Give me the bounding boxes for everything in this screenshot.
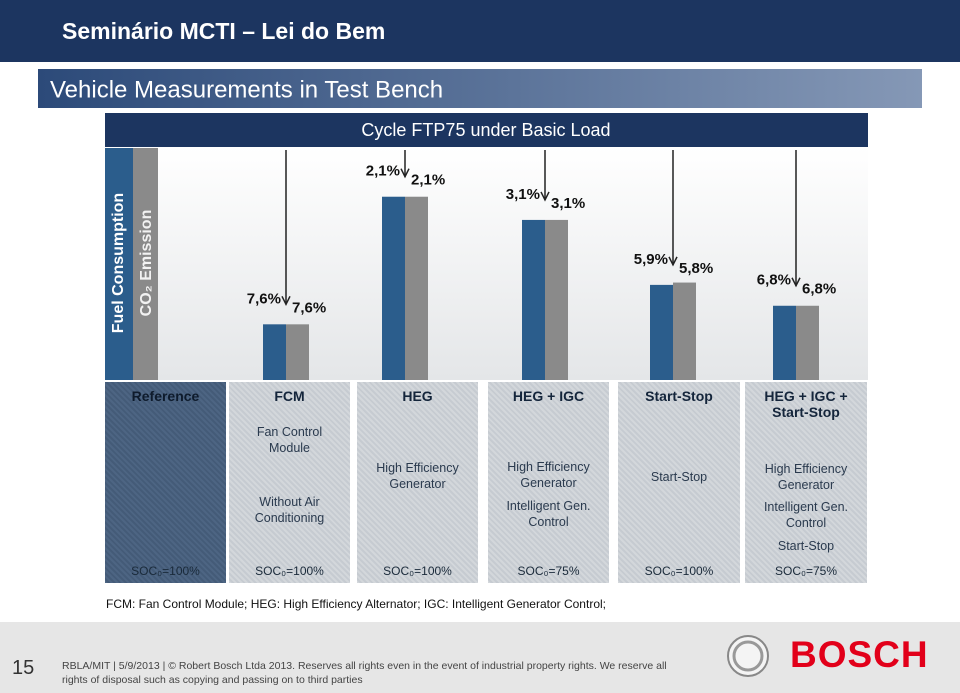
bar (796, 305, 819, 380)
header-title: Seminário MCTI – Lei do Bem (62, 18, 385, 44)
logo: BOSCH (790, 634, 929, 675)
value-label: 3,1% (551, 195, 585, 212)
bar (522, 219, 545, 380)
category-panel: FCM Fan Control Module Without Air Conditi… (229, 382, 350, 583)
x-tick-label: FCM (274, 388, 305, 404)
bar (382, 196, 405, 380)
arrow-head (540, 191, 550, 202)
page-number: 15 (12, 657, 35, 679)
panel-detail: High Efficiency Generator (764, 462, 848, 492)
value-label: 2,1% (411, 172, 445, 189)
bar (773, 305, 796, 380)
arrow-head (668, 256, 678, 267)
panel-detail: Fan Control Module (256, 425, 323, 455)
bar (263, 324, 286, 380)
panel-detail: High Efficiency Generator (376, 461, 459, 491)
panel-detail: Without Air Conditioning (254, 495, 325, 525)
value-label: 2,1% (366, 163, 400, 180)
value-label: 3,1% (506, 186, 540, 203)
x-tick-label: Reference (131, 388, 200, 404)
plot-area (105, 147, 868, 380)
value-label: 6,8% (802, 281, 836, 298)
panel-detail: Start-Stop (650, 470, 708, 484)
bar (545, 219, 568, 380)
bar (405, 196, 428, 380)
category-panel: HEG + IGC + Start-Stop High Efficiency Ge… (745, 382, 867, 583)
footnote: FCM: Fan Control Module; HEG: High Effic… (106, 597, 606, 611)
footer-band (0, 622, 960, 693)
category-panel: Reference SOC₀=100% (105, 382, 226, 583)
panel-detail: Intelligent Gen. Control (506, 499, 591, 529)
category-panel: HEG + IGC High Efficiency Generator Intell… (488, 382, 609, 583)
x-tick-label: HEG (402, 388, 433, 404)
x-tick-label: Start-Stop (645, 388, 713, 404)
logo-ring (732, 640, 764, 672)
subtitle-band (38, 69, 922, 108)
value-label: 7,6% (247, 290, 281, 307)
x-tick-label: HEG + IGC + Start-Stop (764, 388, 848, 420)
chart-title-band (105, 113, 868, 147)
panel-detail: Intelligent Gen. Control (763, 500, 849, 530)
soc-label: SOC₀=75% (517, 564, 580, 578)
bar (673, 282, 696, 380)
soc-label: SOC₀=100% (644, 564, 714, 578)
panel-detail: High Efficiency Generator (507, 460, 590, 490)
arrow-head (791, 277, 801, 288)
value-label: 5,8% (679, 260, 713, 277)
value-label: 6,8% (757, 272, 791, 289)
value-label: 5,9% (634, 251, 668, 268)
value-label: 7,6% (292, 299, 326, 316)
footer-text: RBLA/MIT | 5/9/2013 | © Robert Bosch Ltd… (62, 660, 667, 686)
arrow-head (400, 168, 410, 179)
category-panel: Start-Stop Start-Stop SOC₀=100% (618, 382, 740, 583)
panel-detail: Start-Stop (777, 539, 835, 553)
soc-label: SOC₀=75% (774, 564, 837, 578)
x-tick-label: HEG + IGC (512, 388, 585, 404)
legend-label: Fuel Consumption (110, 193, 127, 333)
chart-title: Cycle FTP75 under Basic Load (361, 120, 610, 140)
arrow-head (281, 295, 291, 306)
soc-label: SOC₀=100% (383, 564, 452, 578)
bar (286, 324, 309, 380)
soc-label: SOC₀=100% (255, 564, 324, 578)
soc-label: SOC₀=100% (131, 564, 200, 578)
bar (650, 284, 673, 380)
subtitle: Vehicle Measurements in Test Bench (50, 76, 443, 103)
bar (105, 148, 133, 380)
legend-label: CO₂ Emission (138, 210, 155, 317)
bar (133, 148, 158, 380)
header-band (0, 0, 960, 62)
category-panel: HEG High Efficiency Generator SOC₀=100% (357, 382, 478, 583)
